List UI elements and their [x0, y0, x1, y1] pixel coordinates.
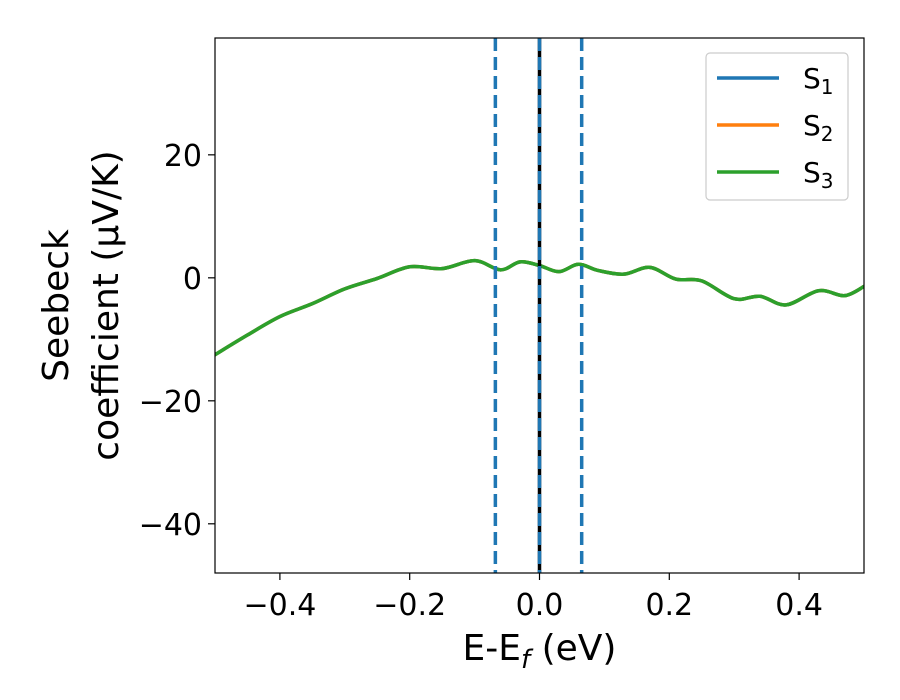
y-tick-label: −40 — [139, 508, 202, 543]
x-axis-label: E-Ef (eV) — [463, 628, 617, 675]
legend-label-s1: S1 — [803, 62, 834, 99]
y-axis-label-line-2: coefficient (μV/K) — [86, 150, 127, 460]
legend-label-s2: S2 — [803, 109, 834, 146]
plot-area — [215, 38, 864, 573]
y-tick-label: 20 — [164, 139, 202, 174]
x-axis-label-unit: (eV) — [530, 628, 616, 669]
legend-label-s3: S3 — [803, 156, 834, 193]
x-tick-label: 0.4 — [775, 588, 823, 623]
y-axis-label-line-1: Seebeck — [36, 229, 77, 382]
y-tick-label: 0 — [183, 262, 202, 297]
y-axis-label: Seebeck coefficient (μV/K) — [36, 150, 127, 460]
x-axis-label-main: E-E — [463, 628, 521, 669]
x-tick-label: −0.2 — [373, 588, 446, 623]
x-tick-label: −0.4 — [243, 588, 316, 623]
x-tick-label: 0.0 — [516, 588, 564, 623]
x-tick-label: 0.2 — [645, 588, 693, 623]
y-tick-label: −20 — [139, 385, 202, 420]
legend: S1 S2 S3 — [705, 52, 849, 201]
marks-layer — [215, 38, 864, 573]
series-line-s3 — [215, 258, 864, 357]
ticks-layer: −0.4 −0.2 0.0 0.2 0.4 −40 −20 0 20 — [139, 139, 823, 623]
